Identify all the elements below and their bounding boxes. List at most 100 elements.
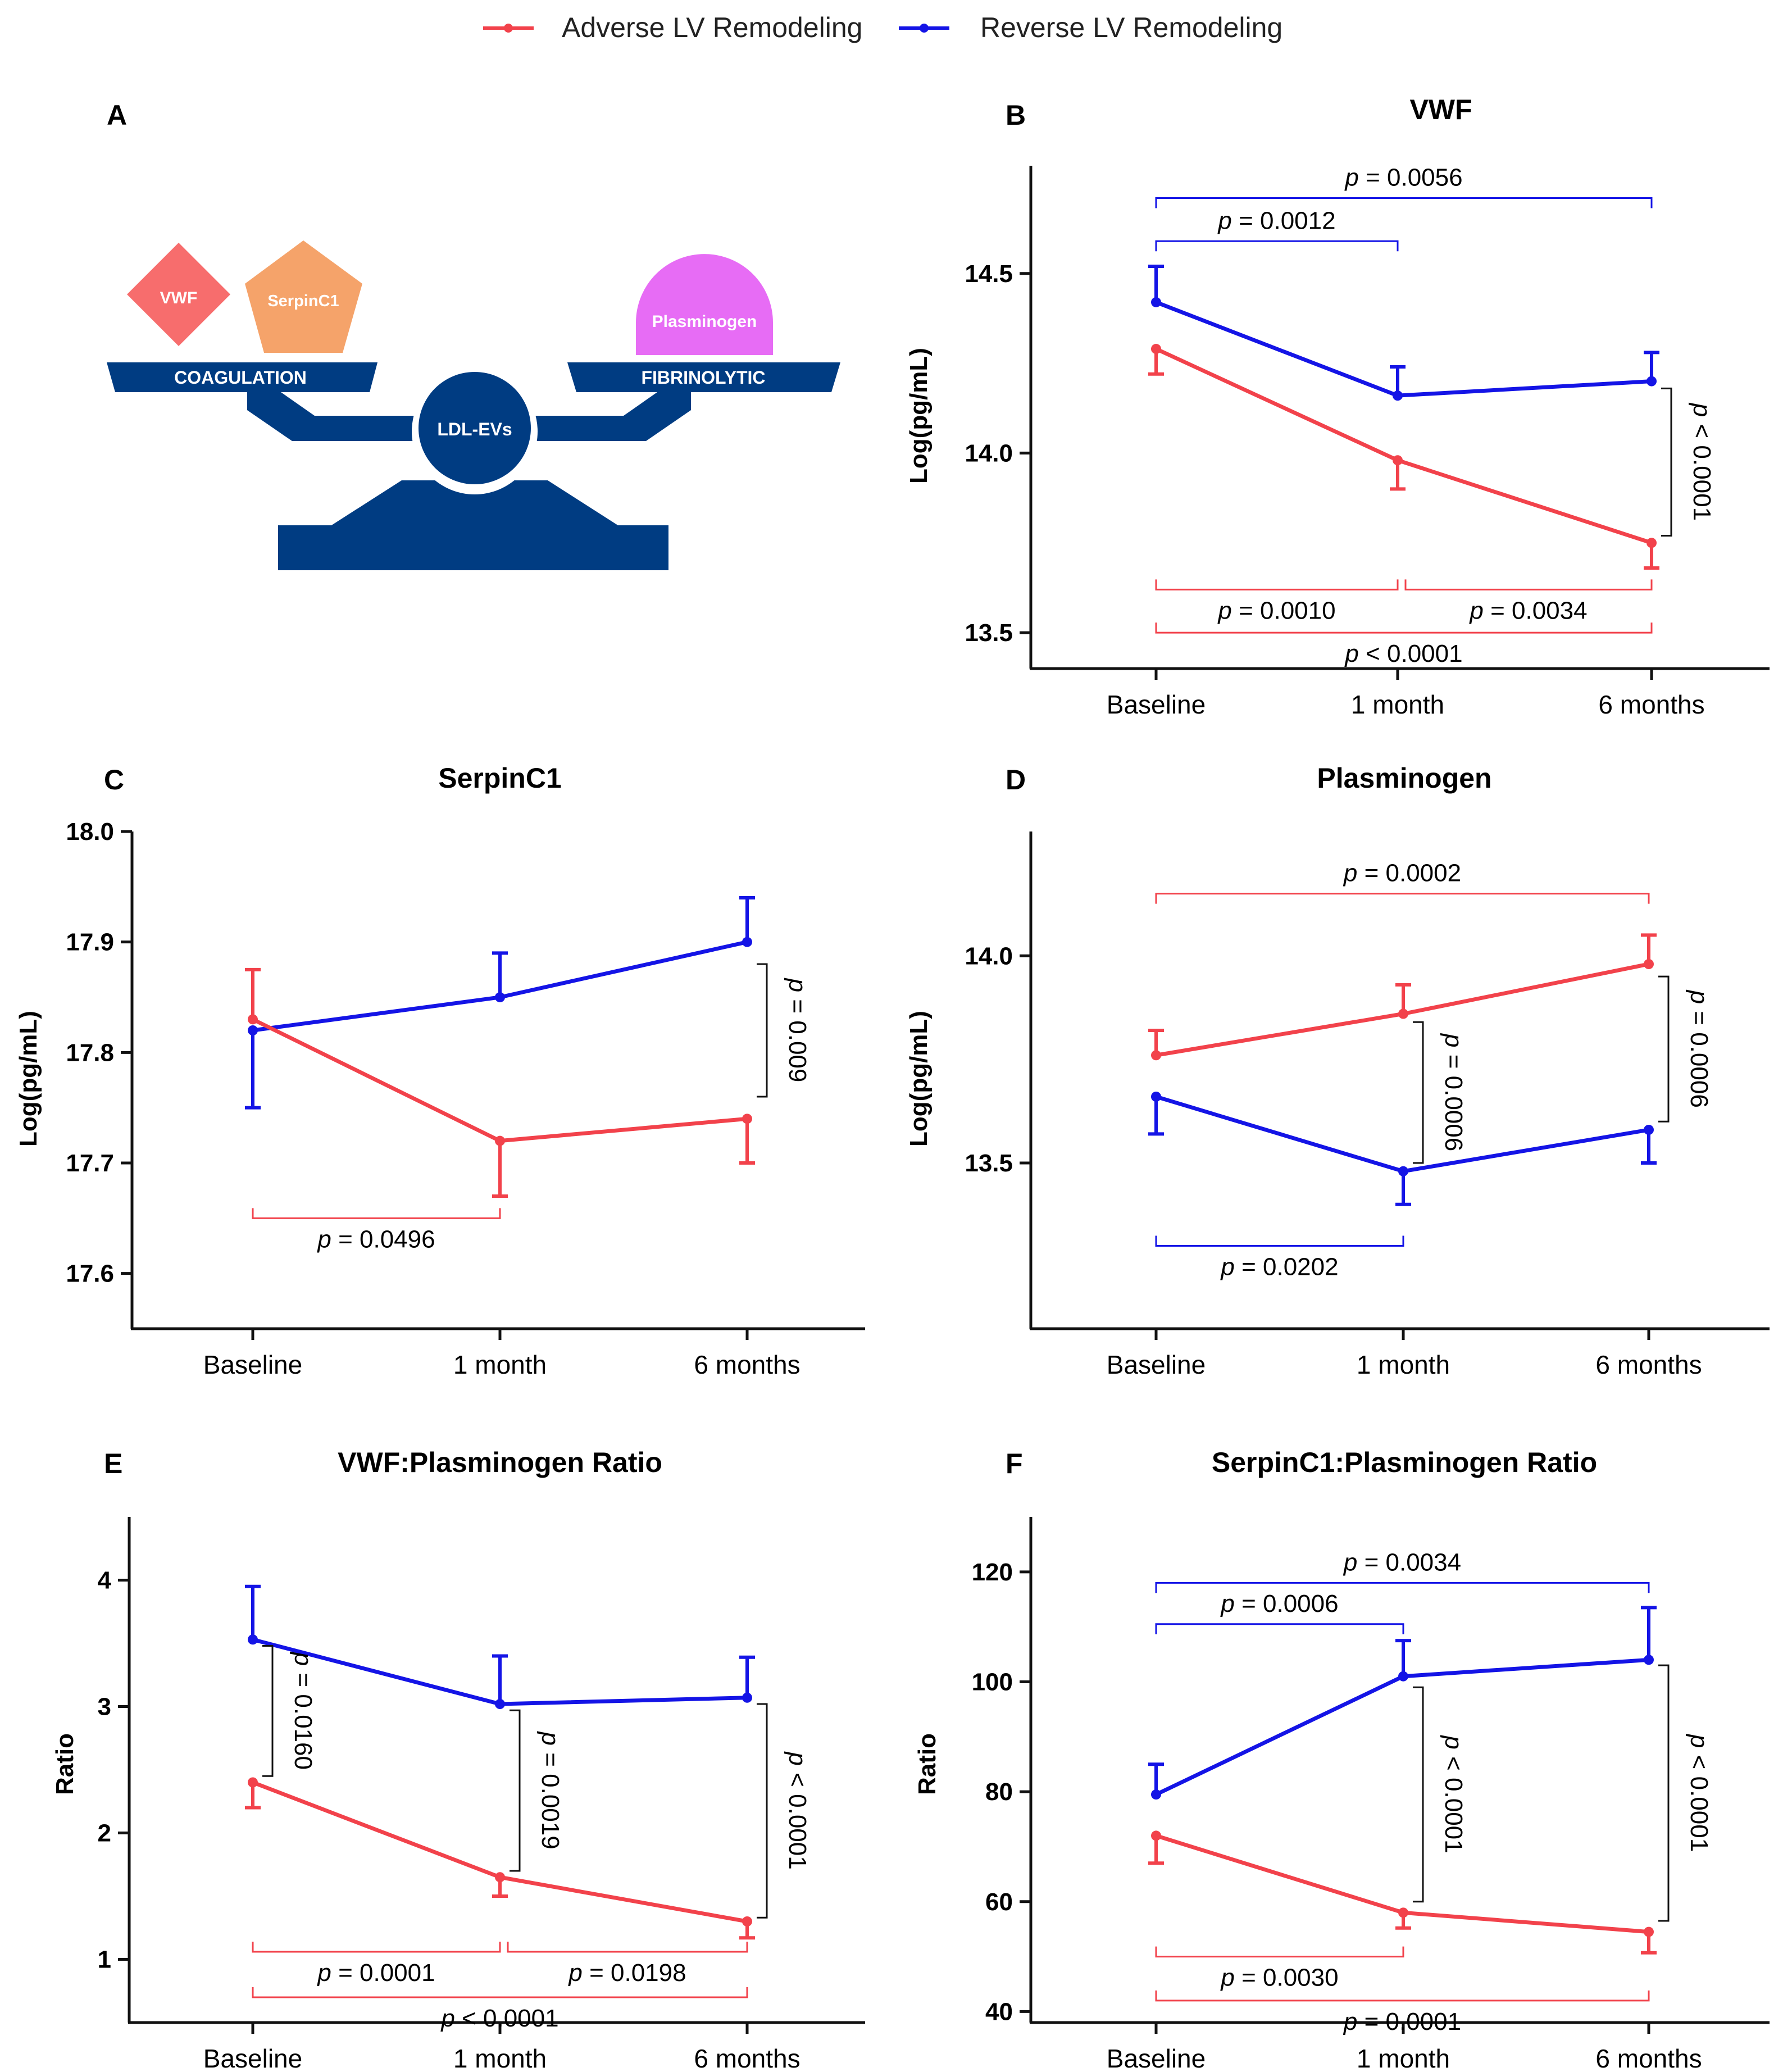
data-point (248, 1014, 258, 1025)
y-tick-label: 80 (985, 1778, 1013, 1806)
bracket-line (262, 1645, 274, 1777)
charts: B VWF Log(pg/mL) 13.5 14.0 14.5 Baseline 1 mont… (15, 94, 1770, 2072)
x-tick-label: Baseline (1107, 2044, 1206, 2072)
p-value-label: p = 0.0034 (1468, 597, 1587, 624)
data-point (1151, 1092, 1161, 1102)
data-point (1398, 1008, 1408, 1019)
data-point (1151, 344, 1161, 355)
data-point (495, 1699, 505, 1709)
x-tick-label: Baseline (203, 1350, 302, 1379)
significance-bracket: p = 0.0034 (1155, 1548, 1650, 1593)
fibrinolytic-plate (567, 362, 840, 392)
data-point (495, 1872, 505, 1883)
bracket-line (252, 1208, 501, 1219)
y-tick-label: 120 (972, 1558, 1013, 1586)
bracket-line (1155, 622, 1653, 634)
bracket-line (1404, 579, 1653, 590)
vwf-label: VWF (160, 289, 198, 307)
bracket-line (1155, 1946, 1404, 1958)
y-axis-label: Log(pg/mL) (905, 1011, 933, 1147)
bracket-line (1658, 1664, 1670, 1922)
chart-panel-c: C SerpinC1 Log(pg/mL) 17.6 17.7 17.8 17.9 18.0 B… (15, 762, 865, 1379)
p-value-label: p < 0.0001 (1685, 1733, 1713, 1852)
y-tick-label: 2 (98, 1820, 111, 1847)
data-point (1398, 1671, 1408, 1682)
y-tick-label: 17.6 (66, 1260, 114, 1288)
bracket-line (1155, 1990, 1650, 2002)
series-adverse (1148, 344, 1659, 570)
panel-letter: E (104, 1448, 122, 1479)
bracket-line (1155, 1235, 1404, 1247)
coagulation-label: COAGULATION (174, 367, 307, 388)
legend: Adverse LV Remodeling Reverse LV Remodel… (483, 12, 1282, 43)
significance-bracket: p = 0.0001 (1155, 1990, 1650, 2035)
legend-reverse-label: Reverse LV Remodeling (980, 12, 1282, 43)
p-value-label: p = 0.0034 (1343, 1548, 1461, 1576)
x-tick-label: 6 months (1598, 690, 1704, 719)
significance-bracket: p = 0.0006 (1155, 1590, 1404, 1634)
x-tick-label: 1 month (1357, 2044, 1450, 2072)
x-tick-label: 1 month (453, 1350, 547, 1379)
x-tick-label: 1 month (1357, 1350, 1450, 1379)
p-value-label: p = 0.0006 (1220, 1590, 1338, 1617)
bracket-line (1155, 197, 1653, 208)
data-point (1644, 1655, 1654, 1665)
series-adverse (1148, 1830, 1657, 1955)
x-tick-label: Baseline (203, 2044, 302, 2072)
legend-adverse-label: Adverse LV Remodeling (562, 12, 862, 43)
panel-letter: D (1006, 764, 1026, 796)
y-tick-label: 14.5 (965, 260, 1013, 288)
p-value-label: p < 0.0001 (440, 2005, 558, 2032)
bracket-line (1413, 1021, 1424, 1164)
data-point (1398, 1166, 1408, 1176)
p-value-label: p < 0.0001 (1440, 1734, 1467, 1853)
significance-bracket: p < 0.0001 (252, 1987, 748, 2032)
y-tick-label: 60 (985, 1888, 1013, 1916)
x-tick-label: Baseline (1107, 690, 1206, 719)
significance-bracket: p = 0.0202 (1155, 1235, 1404, 1281)
series-adverse (245, 1777, 755, 1940)
p-value-label: p < 0.0001 (1344, 640, 1462, 667)
p-value-label: p = 0.0160 (289, 1651, 317, 1770)
data-point (1644, 1125, 1654, 1135)
series-reverse (245, 896, 755, 1110)
significance-bracket: p = 0.009 (757, 963, 811, 1098)
chart-panel-b: B VWF Log(pg/mL) 13.5 14.0 14.5 Baseline 1 mont… (905, 94, 1770, 719)
y-tick-label: 13.5 (965, 619, 1013, 647)
p-value-label: p < 0.0001 (784, 1751, 811, 1870)
bracket-line (252, 1987, 748, 1998)
significance-bracket: p = 0.0034 (1404, 579, 1653, 624)
panel-letter: C (104, 764, 124, 796)
chart-panel-f: F SerpinC1:Plasminogen Ratio Ratio 40 60 80 10… (913, 1447, 1770, 2072)
bracket-line (1155, 579, 1399, 590)
data-point (1644, 1926, 1654, 1937)
chart-title: Plasminogen (1317, 762, 1491, 794)
significance-bracket: p = 0.0019 (510, 1709, 564, 1872)
data-point (742, 1114, 752, 1124)
significance-bracket: p = 0.0006 (1658, 975, 1713, 1123)
data-point (248, 1777, 258, 1788)
bracket-line (757, 1703, 768, 1919)
panel-letter: F (1006, 1448, 1023, 1479)
y-axis-label: Log(pg/mL) (905, 348, 933, 484)
p-value-label: p = 0.0006 (1440, 1033, 1467, 1151)
significance-bracket: p = 0.0198 (507, 1942, 748, 1987)
y-tick-label: 17.7 (66, 1149, 114, 1177)
x-tick-label: 6 months (1595, 1350, 1702, 1379)
p-value-label: p = 0.009 (784, 978, 811, 1083)
p-value-label: p = 0.0010 (1217, 597, 1335, 624)
p-value-label: p = 0.0019 (536, 1731, 564, 1850)
legend-adverse-marker (504, 24, 513, 33)
significance-bracket: p = 0.0496 (252, 1208, 501, 1253)
chart-title: VWF (1409, 94, 1472, 125)
x-tick-label: Baseline (1107, 1350, 1206, 1379)
y-tick-label: 1 (98, 1946, 111, 1974)
y-tick-label: 4 (98, 1567, 112, 1594)
bracket-line (1155, 240, 1399, 252)
scale-base (278, 525, 668, 570)
y-axis-label: Ratio (51, 1733, 79, 1795)
data-point (1393, 455, 1403, 466)
data-point (742, 1692, 752, 1703)
x-tick-label: 1 month (453, 2044, 547, 2072)
